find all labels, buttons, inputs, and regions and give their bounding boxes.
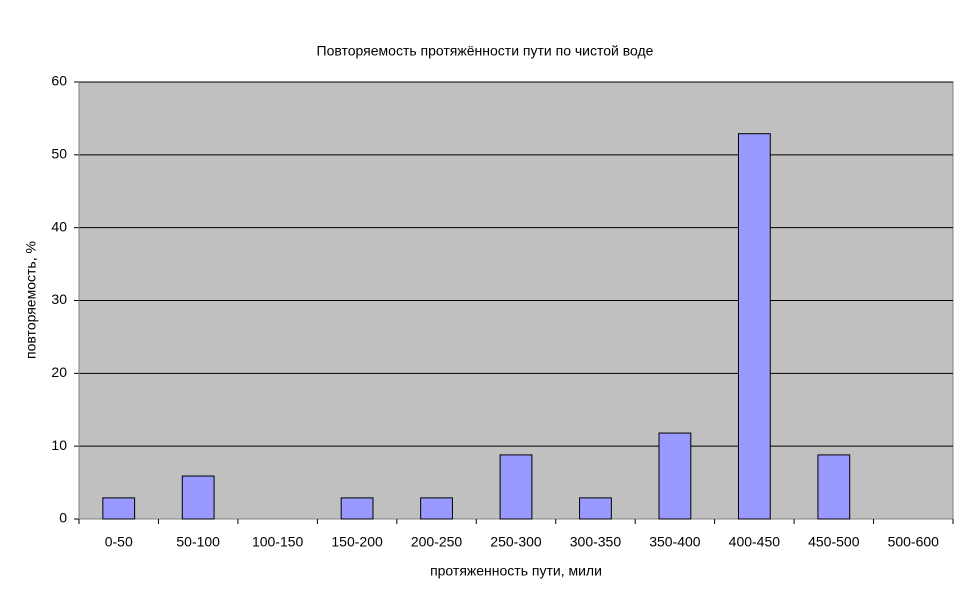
y-tick-label: 20 <box>51 364 67 380</box>
x-tick-label: 100-150 <box>252 534 304 550</box>
bar <box>420 497 453 520</box>
y-tick-label: 0 <box>59 510 67 526</box>
y-tick-label: 50 <box>51 146 67 162</box>
x-tick-label: 300-350 <box>570 534 622 550</box>
bar <box>499 454 533 520</box>
bar <box>181 475 215 520</box>
x-axis-label: протяженность пути, мили <box>430 563 602 579</box>
bar <box>737 133 771 520</box>
bar <box>817 454 851 520</box>
y-axis-label: повторяемость, % <box>23 241 39 359</box>
x-tick-label: 400-450 <box>729 534 781 550</box>
bar <box>658 432 692 520</box>
bar <box>579 497 612 520</box>
x-tick-label: 350-400 <box>649 534 701 550</box>
y-tick-label: 10 <box>51 437 67 453</box>
x-tick-label: 0-50 <box>105 534 133 550</box>
bar <box>340 497 374 520</box>
chart-title: Повторяемость протяжённости пути по чист… <box>317 43 654 59</box>
y-tick-label: 30 <box>51 291 67 307</box>
x-tick-label: 450-500 <box>808 534 860 550</box>
x-tick-label: 200-250 <box>411 534 463 550</box>
y-tick-label: 40 <box>51 218 67 234</box>
x-tick-label: 250-300 <box>490 534 542 550</box>
y-tick-label: 60 <box>51 73 67 89</box>
x-tick-label: 500-600 <box>888 534 940 550</box>
x-tick-label: 50-100 <box>176 534 220 550</box>
bar <box>102 497 136 520</box>
x-tick-label: 150-200 <box>331 534 383 550</box>
